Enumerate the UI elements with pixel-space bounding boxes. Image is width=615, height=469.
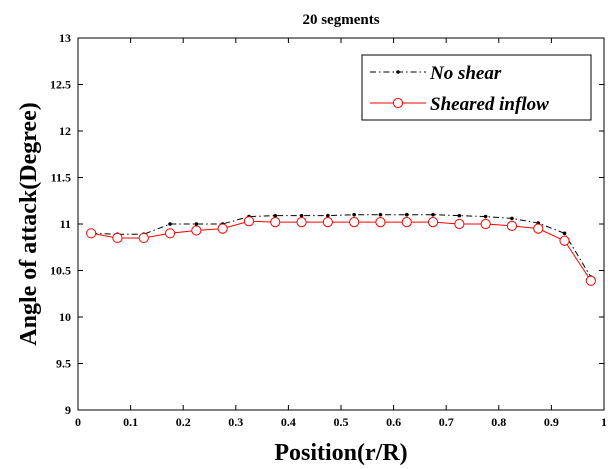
data-point-sheared-inflow	[138, 232, 149, 244]
data-point-no-shear	[562, 231, 567, 236]
data-point-sheared-inflow	[296, 217, 307, 228]
axis-ticks	[77, 37, 605, 411]
data-point-sheared-inflow	[349, 217, 360, 228]
y-tick-label: 9.5	[56, 357, 71, 371]
legend-label-no-shear: No shear	[429, 63, 502, 84]
series-sheared-inflow	[86, 216, 596, 286]
y-tick-label: 13	[59, 31, 71, 45]
x-tick-label: 0.1	[123, 415, 138, 429]
x-axis-tick-labels: 0 0.1 0.2 0.3 0.4 0.5 0.6 0.7 0.8 0.9 1	[75, 415, 607, 429]
y-tick-label: 12.5	[50, 78, 71, 92]
data-point-no-shear	[483, 214, 488, 219]
data-point-sheared-inflow	[164, 228, 176, 239]
data-point-sheared-inflow	[427, 217, 439, 228]
x-tick-label: 0.3	[228, 415, 243, 429]
data-point-sheared-inflow	[506, 220, 518, 231]
data-point-no-shear	[457, 213, 462, 218]
x-tick-label: 0	[75, 415, 81, 429]
data-point-sheared-inflow	[375, 217, 386, 228]
data-point-no-shear	[431, 212, 435, 217]
legend-label-sheared-inflow: Sheared inflow	[430, 94, 549, 115]
y-tick-label: 10.5	[50, 264, 71, 278]
data-point-sheared-inflow	[217, 223, 228, 234]
data-point-no-shear	[326, 213, 330, 218]
x-tick-label: 0.7	[439, 415, 454, 429]
x-tick-label: 0.5	[334, 415, 349, 429]
data-point-sheared-inflow	[86, 228, 97, 239]
y-tick-label: 9	[65, 403, 71, 417]
data-point-sheared-inflow	[322, 217, 333, 228]
data-point-no-shear	[299, 213, 304, 218]
x-tick-label: 0.9	[544, 415, 559, 429]
chart-title: 20 segments	[302, 12, 379, 28]
y-tick-label: 11	[60, 217, 71, 231]
data-point-no-shear	[273, 213, 278, 218]
x-tick-label: 1	[601, 415, 607, 429]
x-tick-label: 0.2	[176, 415, 191, 429]
data-point-no-shear	[352, 212, 356, 217]
series-group	[86, 212, 596, 286]
y-axis-tick-labels: 9 9.5 10 10.5 11 11.5 12 12.5 13	[50, 31, 71, 417]
data-point-sheared-inflow	[243, 216, 255, 227]
y-tick-label: 10	[59, 310, 71, 324]
y-tick-label: 11.5	[51, 171, 71, 185]
legend-no-shear-marker	[396, 70, 400, 74]
data-point-sheared-inflow	[585, 275, 596, 286]
y-axis-title: Angle of attack(Degree)	[16, 102, 42, 345]
data-point-sheared-inflow	[191, 225, 202, 236]
x-tick-label: 0.8	[491, 415, 506, 429]
y-tick-label: 12	[59, 124, 71, 138]
data-point-no-shear	[404, 212, 409, 217]
data-point-no-shear	[194, 222, 199, 226]
legend-box	[361, 54, 592, 121]
data-point-sheared-inflow	[401, 217, 412, 228]
data-point-sheared-inflow	[454, 218, 465, 230]
legend: No shear Sheared inflow	[361, 54, 592, 121]
x-axis-title: Position(r/R)	[274, 440, 407, 466]
data-point-no-shear	[378, 212, 383, 217]
data-point-no-shear	[510, 216, 514, 221]
series-line-no-shear	[91, 214, 592, 278]
data-point-sheared-inflow	[112, 232, 123, 244]
data-point-sheared-inflow	[480, 218, 491, 230]
x-tick-label: 0.6	[386, 415, 401, 429]
data-point-no-shear	[168, 222, 172, 226]
x-tick-label: 0.4	[281, 415, 296, 429]
data-point-sheared-inflow	[559, 235, 570, 246]
data-point-sheared-inflow	[533, 223, 544, 234]
legend-sheared-inflow-marker	[392, 97, 404, 109]
data-point-sheared-inflow	[270, 217, 281, 228]
